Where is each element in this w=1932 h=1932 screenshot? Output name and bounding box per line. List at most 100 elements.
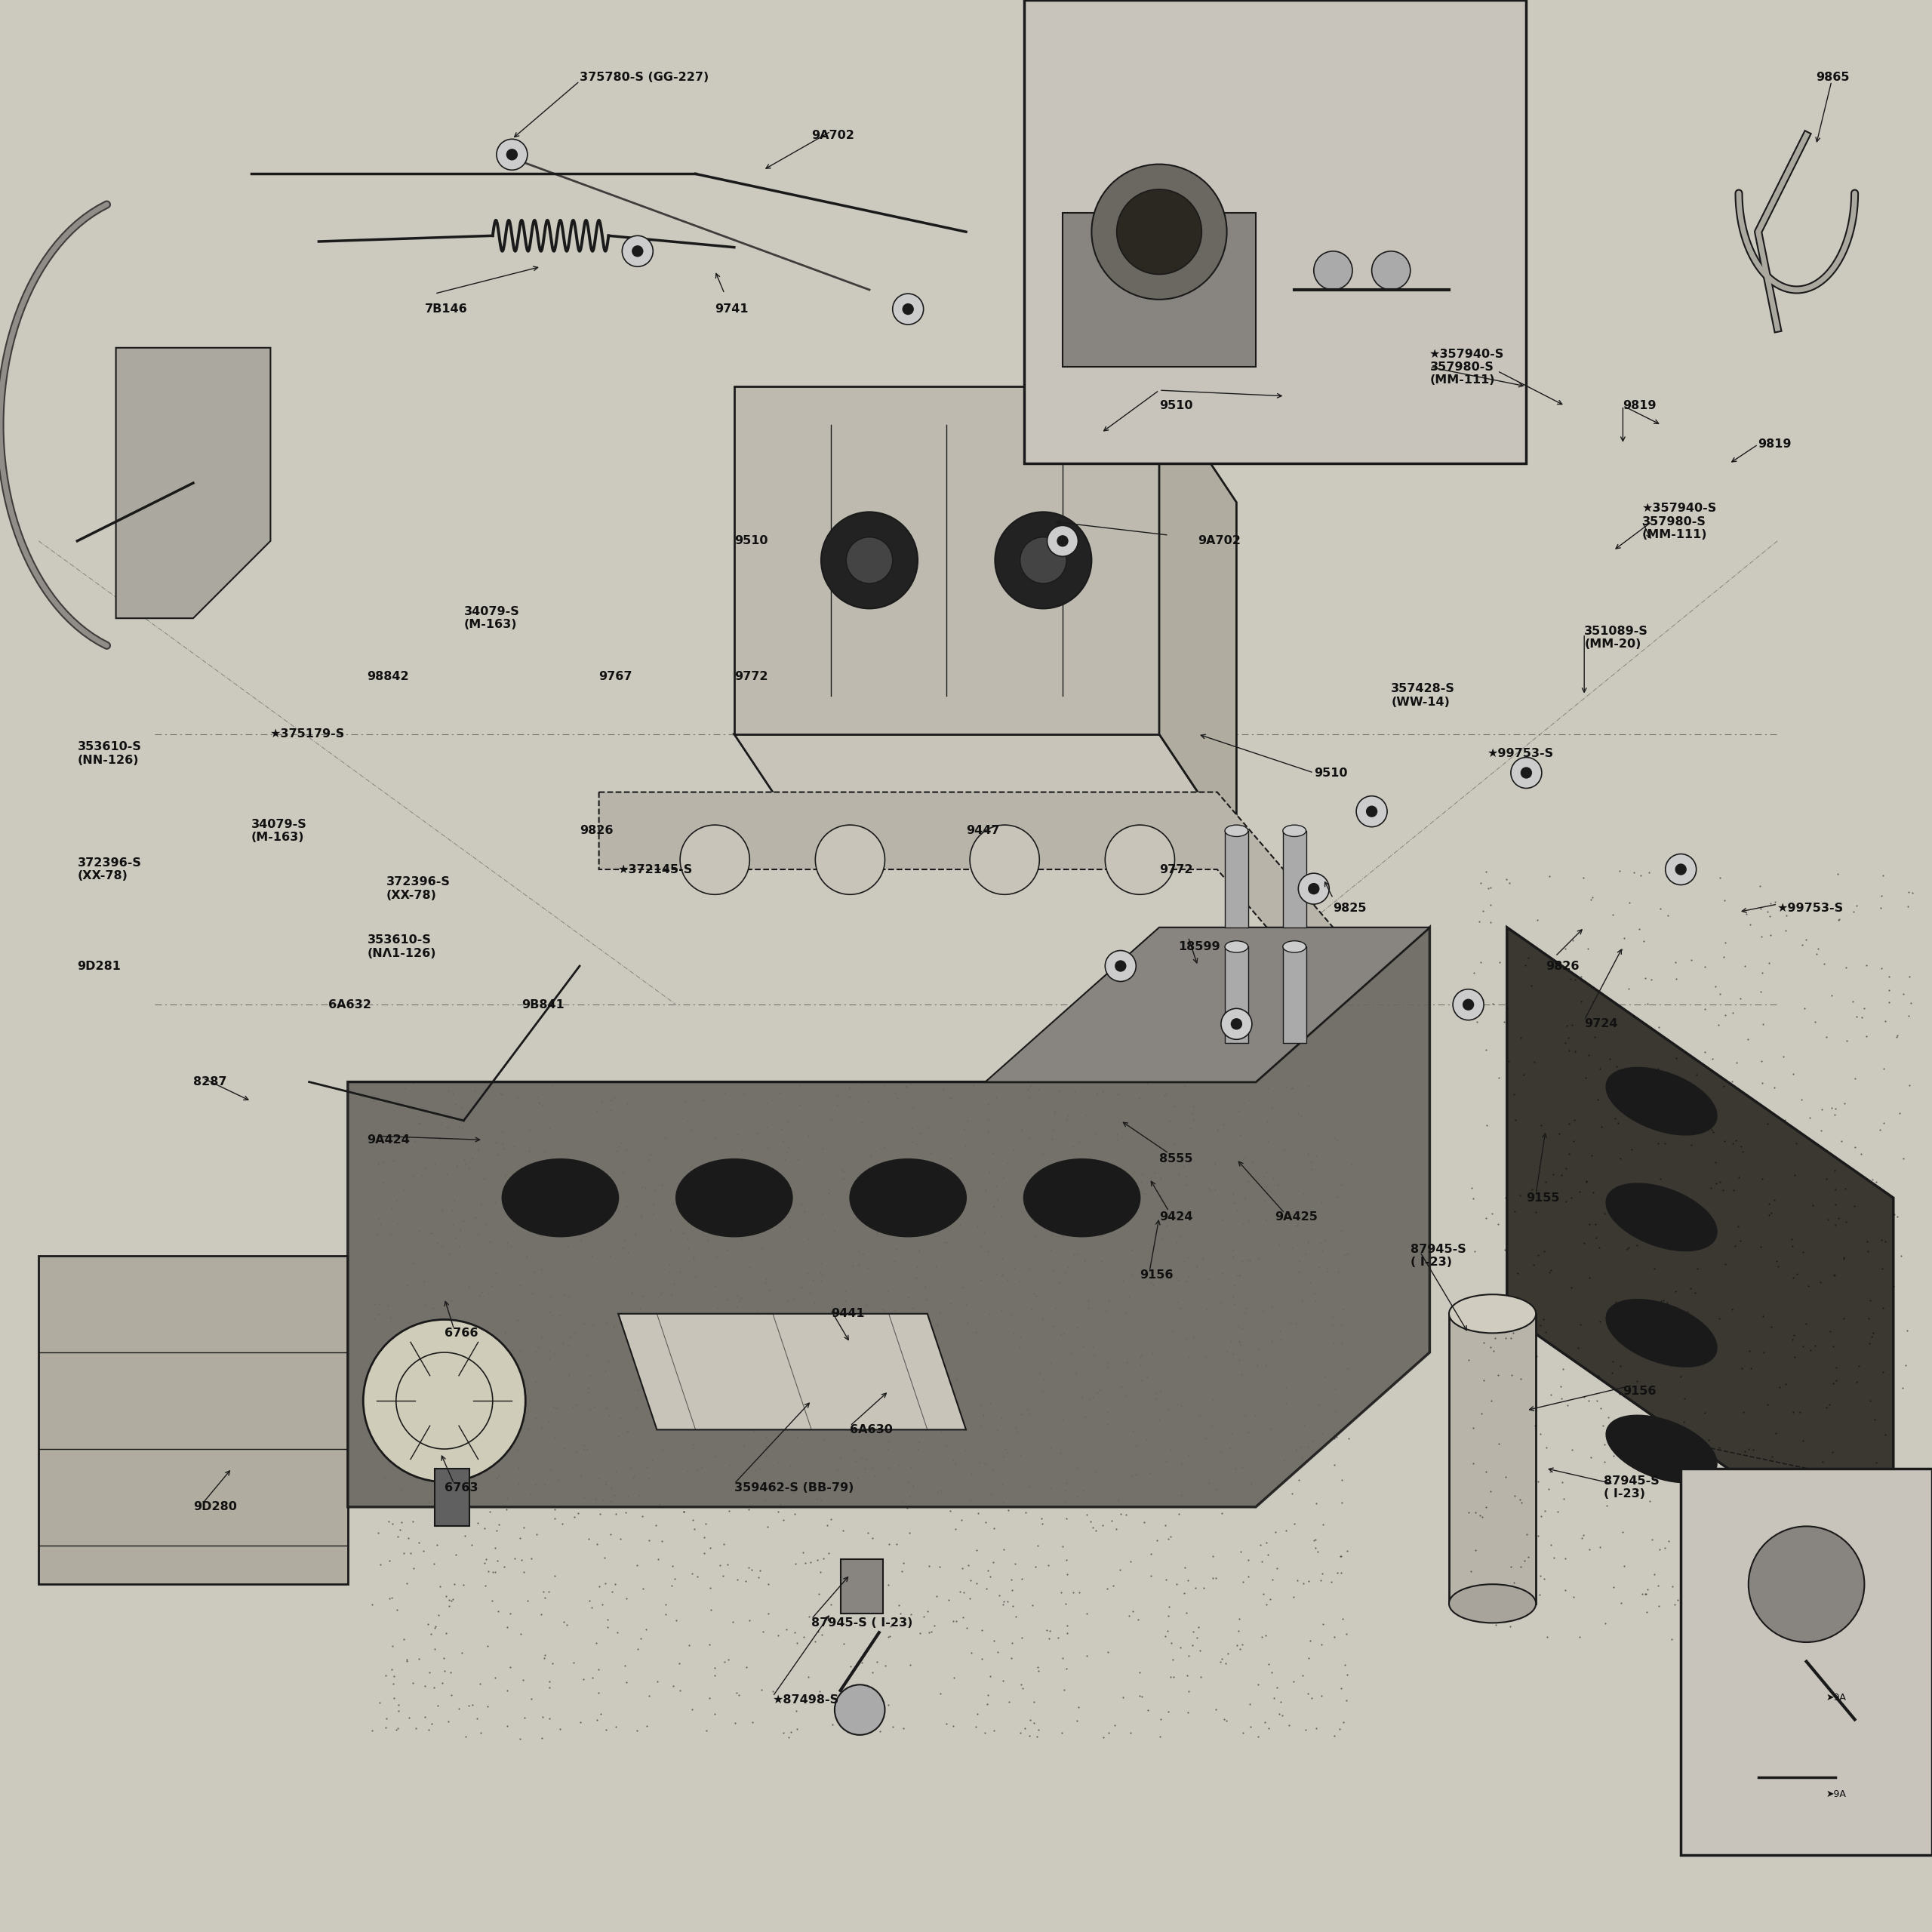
Point (473, 1631, 504, 1662)
Point (1776, 1509, 1806, 1540)
Point (1099, 1710, 1130, 1741)
Point (1706, 1546, 1737, 1577)
Point (1754, 1200, 1785, 1231)
Point (1063, 1692, 1094, 1723)
Point (1470, 1457, 1501, 1488)
Point (620, 1219, 651, 1250)
Point (383, 1696, 413, 1727)
Point (1476, 1385, 1507, 1416)
Point (1217, 1281, 1248, 1312)
Point (446, 1113, 477, 1144)
Point (1853, 1236, 1884, 1267)
Point (1623, 914, 1654, 945)
Point (1604, 1379, 1634, 1410)
Point (1522, 1520, 1553, 1551)
Point (1161, 1389, 1192, 1420)
Point (483, 1596, 514, 1627)
Point (506, 1175, 537, 1206)
Point (1660, 947, 1690, 978)
Point (1140, 1378, 1171, 1408)
Point (902, 1252, 933, 1283)
Point (454, 1690, 485, 1721)
Point (1662, 964, 1692, 995)
Point (487, 1078, 518, 1109)
Point (553, 1281, 583, 1312)
Point (388, 1406, 419, 1437)
Circle shape (1057, 535, 1068, 547)
Point (734, 1605, 765, 1636)
Point (1650, 1445, 1681, 1476)
Point (1337, 1150, 1368, 1180)
Point (1594, 1043, 1625, 1074)
Point (906, 1323, 937, 1354)
Point (1551, 1010, 1582, 1041)
Point (1804, 1267, 1835, 1298)
Point (1548, 1484, 1578, 1515)
Point (464, 1134, 495, 1165)
Point (574, 1378, 605, 1408)
Point (925, 1474, 956, 1505)
Point (462, 1507, 493, 1538)
Point (539, 1422, 570, 1453)
Point (1893, 877, 1924, 908)
Text: 6763: 6763 (444, 1482, 477, 1493)
Point (444, 1215, 475, 1246)
Point (1285, 1432, 1316, 1463)
Point (1611, 1092, 1642, 1122)
Point (1611, 1233, 1642, 1264)
Point (609, 1650, 639, 1681)
Point (1822, 858, 1853, 889)
Point (742, 1561, 773, 1592)
Point (1513, 1304, 1544, 1335)
Point (1459, 1449, 1490, 1480)
Point (699, 1652, 730, 1683)
Point (1499, 1196, 1530, 1227)
Point (1242, 1349, 1273, 1379)
Point (1770, 1368, 1801, 1399)
Point (1658, 1571, 1689, 1602)
Point (1233, 1416, 1264, 1447)
Point (1065, 1577, 1095, 1607)
Point (1490, 1182, 1520, 1213)
Point (1731, 1480, 1762, 1511)
Point (724, 1285, 755, 1316)
Point (1256, 1291, 1287, 1321)
Point (740, 1455, 771, 1486)
Point (1729, 951, 1760, 981)
Point (1037, 1115, 1068, 1146)
Point (558, 1213, 589, 1244)
Point (425, 1124, 456, 1155)
Point (750, 1267, 781, 1298)
Point (1318, 1719, 1349, 1750)
Point (1747, 1066, 1777, 1097)
Point (545, 1714, 576, 1745)
Text: 9865: 9865 (1816, 71, 1849, 83)
Point (1194, 1173, 1225, 1204)
Point (493, 1482, 524, 1513)
Point (504, 1194, 535, 1225)
Point (810, 1302, 840, 1333)
Point (989, 1434, 1020, 1464)
Point (1694, 1105, 1725, 1136)
Point (1165, 1391, 1196, 1422)
Point (653, 1256, 684, 1287)
Point (1739, 1435, 1770, 1466)
Point (962, 1698, 993, 1729)
Point (848, 1345, 879, 1376)
Point (634, 1463, 665, 1493)
Point (444, 1337, 475, 1368)
Point (1822, 1484, 1853, 1515)
Point (1470, 1492, 1501, 1522)
Point (881, 1235, 912, 1265)
Point (1721, 1619, 1752, 1650)
Point (377, 1654, 408, 1685)
Point (1826, 1488, 1857, 1519)
Point (717, 1605, 748, 1636)
Point (978, 1192, 1009, 1223)
Point (672, 1233, 703, 1264)
Point (1830, 1206, 1861, 1236)
Point (1665, 1490, 1696, 1520)
Point (1246, 1296, 1277, 1327)
Point (1551, 1153, 1582, 1184)
Point (1592, 1080, 1623, 1111)
